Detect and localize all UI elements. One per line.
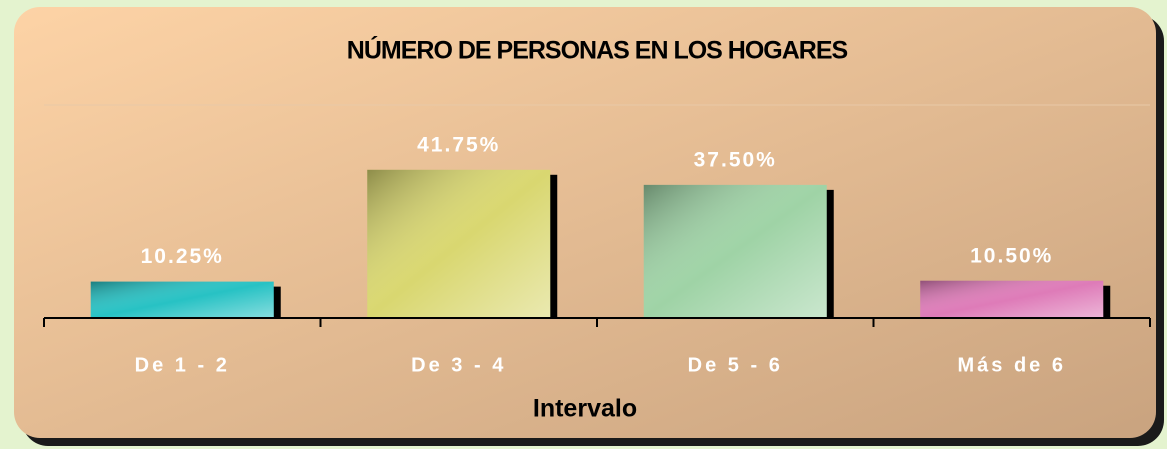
bar-sheen xyxy=(920,280,1104,318)
value-label: 41.75% xyxy=(417,133,500,156)
x-tick-label: De 3 - 4 xyxy=(411,354,506,376)
panel xyxy=(14,7,1156,438)
chart-title: NÚMERO DE PERSONAS EN LOS HOGARES xyxy=(347,35,848,65)
bar-sheen xyxy=(367,169,551,318)
x-axis-label: Intervalo xyxy=(533,395,637,423)
x-tick-label: Más de 6 xyxy=(958,354,1066,376)
value-label: 10.25% xyxy=(141,245,224,268)
bar-sheen xyxy=(643,184,827,318)
x-tick-label: De 1 - 2 xyxy=(135,354,230,376)
bar-sheen xyxy=(90,281,274,318)
value-label: 10.50% xyxy=(970,244,1053,267)
value-label: 37.50% xyxy=(694,148,777,171)
x-tick-label: De 5 - 6 xyxy=(688,354,783,376)
